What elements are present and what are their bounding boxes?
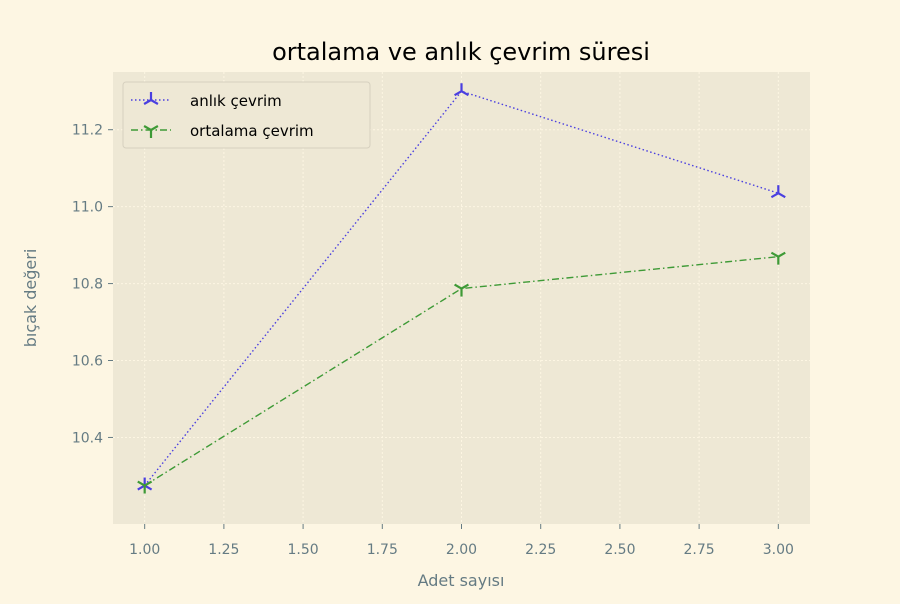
x-tick-label: 2.00 — [446, 542, 477, 558]
data-point-series-1 — [137, 477, 153, 491]
data-point-series-1 — [454, 83, 469, 97]
legend: anlık çevrim ortalama çevrim — [122, 81, 371, 149]
grid-lines — [113, 72, 810, 524]
legend-marker-1 — [143, 92, 159, 105]
y-tick-label: 10.6 — [72, 354, 103, 370]
y-axis-label: bıçak değeri — [21, 249, 40, 348]
y-tick-label: 11.2 — [72, 123, 103, 139]
legend-label-1: anlık çevrim — [190, 92, 282, 110]
legend-marker-2 — [143, 125, 159, 138]
x-axis-label: Adet sayısı — [418, 571, 505, 590]
series-lines — [137, 83, 786, 494]
x-tick-label: 3.00 — [763, 542, 794, 558]
chart-title: ortalama ve anlık çevrim süresi — [272, 38, 650, 66]
data-point-series-1 — [770, 185, 786, 199]
x-tick-label: 2.75 — [684, 542, 715, 558]
legend-box — [122, 81, 371, 149]
data-point-series-2 — [454, 283, 469, 297]
x-tick-label: 1.25 — [208, 542, 239, 558]
legend-label-2: ortalama çevrim — [190, 122, 314, 140]
x-tick-label: 2.50 — [604, 542, 635, 558]
y-tick-label: 11.0 — [72, 200, 103, 216]
y-tick-label: 10.4 — [72, 430, 103, 446]
x-tick-label: 1.50 — [288, 542, 319, 558]
data-point-series-2 — [137, 480, 153, 494]
y-tick-label: 10.8 — [72, 277, 103, 293]
axis-ticks: 1.00 1.25 1.50 1.75 2.00 2.25 2.50 2.75 3.00 10.4… — [72, 123, 794, 558]
series-line-1 — [144, 90, 779, 486]
data-point-series-2 — [770, 251, 786, 265]
x-tick-label: 2.25 — [525, 542, 556, 558]
x-tick-label: 1.75 — [367, 542, 398, 558]
x-tick-label: 1.00 — [129, 542, 160, 558]
